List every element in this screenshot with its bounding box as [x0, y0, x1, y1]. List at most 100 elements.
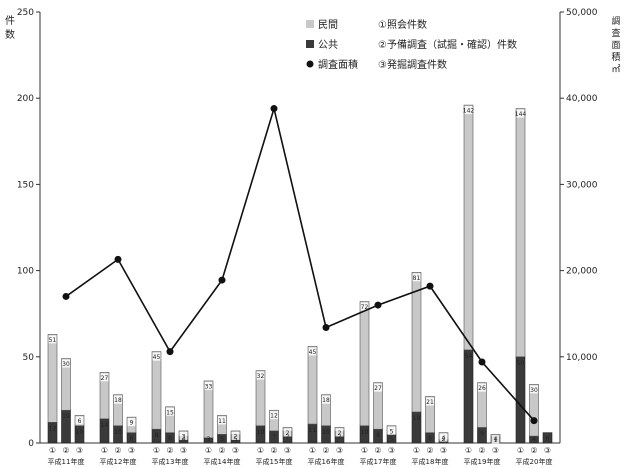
left-tick-label: 0: [28, 439, 34, 449]
legend: 民間 公共 調査面積 ①照会件数 ②予備調査（試掘・確認）件数 ③発掘調査件数: [306, 18, 517, 71]
bar-sub-label: ③: [388, 446, 395, 455]
legend-private-swatch: [306, 20, 314, 28]
bar-sub-label: ①: [153, 446, 160, 455]
bar-sub-label: ②: [62, 446, 69, 455]
left-tick-label: 250: [17, 8, 34, 18]
bar-sub-label: ①: [205, 446, 212, 455]
private-value-label: 3: [182, 433, 186, 440]
bar-sub-label: ③: [128, 446, 135, 455]
legend-public-label: 公共: [318, 39, 338, 51]
bar-private-segment: [165, 406, 175, 433]
legend-item1-label: ①照会件数: [378, 18, 427, 31]
left-tick-label: 100: [17, 267, 34, 277]
year-label: 平成12年度: [100, 457, 137, 466]
bar-sub-label: ①: [465, 446, 472, 455]
bar-private-segment: [477, 382, 487, 428]
right-axis-label-char: 積: [611, 51, 620, 63]
left-tick-label: 200: [17, 94, 34, 104]
private-value-box: [204, 381, 213, 390]
bar-sub-label: ③: [76, 446, 83, 455]
private-value-label: 6: [78, 418, 82, 425]
legend-area-marker: [306, 60, 314, 68]
year-label: 平成19年度: [464, 457, 501, 466]
bar-private-segment: [307, 346, 318, 425]
bar-public-segment: [463, 349, 474, 444]
private-value-label: 2: [338, 430, 342, 437]
public-value-label: 7: [338, 434, 342, 441]
private-value-label: 27: [374, 385, 382, 392]
bar-sub-label: ③: [492, 446, 499, 455]
private-value-label: 2: [234, 433, 238, 440]
public-value-label: 5: [220, 436, 224, 443]
private-value-label: 27: [101, 375, 109, 382]
bar-sub-label: ②: [322, 446, 329, 455]
private-value-box: [530, 385, 538, 394]
public-value-label: 8: [376, 432, 380, 439]
bar-private-segment: [425, 396, 435, 433]
private-value-box: [179, 431, 188, 440]
private-value-box: [322, 395, 330, 404]
public-value-label: 18: [413, 415, 421, 422]
public-value-label: 2: [442, 436, 446, 443]
private-value-label: 1: [494, 437, 498, 444]
bar-sub-label: ①: [101, 446, 108, 455]
right-tick-label: 50,000: [566, 8, 598, 18]
left-axis-label-char-0: 件: [5, 15, 15, 27]
private-value-label: 9: [130, 420, 134, 427]
private-value-label: 72: [361, 304, 369, 311]
public-value-label: 10: [114, 429, 122, 436]
private-value-box: [426, 397, 434, 406]
area-point: [114, 255, 122, 263]
bar-private-segment: [321, 394, 331, 427]
public-value-label: 9: [480, 430, 484, 437]
bar-private-segment: [255, 370, 266, 427]
right-axis-label-char: 査: [611, 27, 620, 39]
right-tick-label: 20,000: [566, 267, 598, 277]
area-point: [530, 417, 538, 425]
public-value-label: 10: [76, 429, 84, 436]
bar-private-segment: [99, 372, 110, 420]
public-value-label: 10: [322, 429, 330, 436]
private-value-label: 142: [463, 108, 475, 115]
bar-sub-label: ②: [426, 446, 433, 455]
bar-sub-label: ③: [336, 446, 343, 455]
private-value-label: 18: [114, 397, 122, 404]
private-value-label: 144: [515, 111, 527, 118]
area-point: [270, 105, 278, 113]
public-value-label: 5: [234, 436, 238, 443]
public-value-label: 4: [494, 436, 498, 443]
bar-private-segment: [47, 334, 58, 423]
private-value-box: [152, 352, 161, 361]
public-value-label: 54: [465, 353, 473, 360]
right-axis-label-char: ㎡: [611, 64, 620, 75]
public-value-label: 7: [286, 434, 290, 441]
bar-private-segment: [359, 301, 370, 427]
private-value-label: 18: [322, 397, 330, 404]
private-value-box: [100, 373, 109, 382]
bar-sub-label: ②: [166, 446, 173, 455]
private-value-box: [48, 335, 57, 344]
left-axis-label-char-1: 数: [5, 28, 15, 41]
public-value-label: 7: [272, 434, 276, 441]
legend-private-label: 民間: [318, 19, 338, 31]
bar-sub-label: ①: [517, 446, 524, 455]
bar-sub-label: ①: [257, 446, 264, 455]
bar-sub-label: ①: [413, 446, 420, 455]
bar-sub-label: ③: [544, 446, 551, 455]
bar-sub-label: ②: [114, 446, 121, 455]
bar-public-segment: [515, 356, 526, 444]
private-value-label: 30: [530, 387, 538, 394]
private-value-box: [374, 383, 382, 392]
area-line: [65, 105, 535, 422]
private-value-box: [491, 435, 500, 444]
bar-private-segment: [515, 108, 526, 358]
private-value-box: [231, 431, 240, 440]
year-label: 平成18年度: [412, 457, 449, 466]
private-value-label: 51: [49, 337, 57, 344]
private-value-box: [478, 383, 486, 392]
bar-private-segment: [463, 104, 474, 351]
public-value-label: 50: [517, 360, 525, 367]
private-value-box: [412, 273, 421, 282]
